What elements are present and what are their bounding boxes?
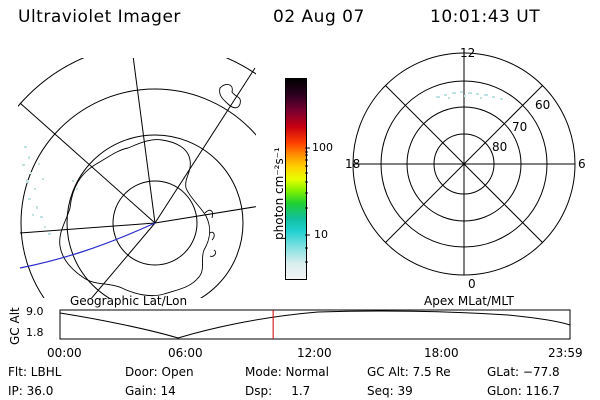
mlt-label-18: 18 <box>345 157 361 171</box>
status-mode: Mode: Normal <box>245 365 329 379</box>
mlt-label-6: 6 <box>578 157 586 171</box>
colorbar <box>285 78 307 280</box>
coastline <box>59 139 211 297</box>
timeline-ytick-high: 9.0 <box>26 305 44 318</box>
mlt-diagonal <box>385 85 543 243</box>
colorbar-tick-10: 10 <box>314 228 328 241</box>
status-filter: Flt: LBHL <box>8 365 62 379</box>
meridian <box>154 206 256 224</box>
timeline-xtick-1200: 12:00 <box>297 346 332 360</box>
geographic-map <box>18 58 256 298</box>
timeline-ytick-low: 1.8 <box>26 326 44 339</box>
status-door: Door: Open <box>125 365 194 379</box>
altitude-timeline[interactable] <box>58 309 572 343</box>
aurora-emission <box>436 91 503 100</box>
time-label: 10:01:43 UT <box>430 7 541 27</box>
date-label: 02 Aug 07 <box>273 7 365 27</box>
meridian <box>91 222 156 298</box>
lat-circle <box>66 134 244 298</box>
meridian <box>19 222 156 234</box>
status-glat: GLat: −77.8 <box>487 365 560 379</box>
mlat-label-60: 60 <box>535 98 551 112</box>
status-ip: IP: 36.0 <box>8 384 54 398</box>
magnetic-polar-plot <box>352 52 576 276</box>
mlat-label-70: 70 <box>512 120 528 134</box>
coastline <box>204 209 217 257</box>
mlat-label-80: 80 <box>492 140 508 154</box>
meridian <box>19 102 156 224</box>
mlt-label-0: 0 <box>468 277 476 291</box>
colorbar-tick-100: 100 <box>312 141 333 154</box>
meridian <box>132 58 156 224</box>
status-glon: GLon: 116.7 <box>487 384 560 398</box>
altitude-curve <box>59 310 571 339</box>
lat-circle <box>112 180 198 266</box>
meridian <box>154 67 256 224</box>
status-gc-alt: GC Alt: 7.5 Re <box>367 365 451 379</box>
timeline-left-title: Geographic Lat/Lon <box>70 294 188 308</box>
coastline <box>219 84 241 109</box>
timeline-xtick-0600: 06:00 <box>168 346 203 360</box>
timeline-xtick-1800: 18:00 <box>424 346 459 360</box>
colorbar-unit-label: photon cm⁻²s⁻¹ <box>272 147 286 240</box>
status-dsp: Dsp: 1.7 <box>245 384 311 398</box>
lat-circle <box>20 88 256 298</box>
orbit-track <box>19 222 156 269</box>
timeline-right-title: Apex MLat/MLT <box>424 294 514 308</box>
instrument-title: Ultraviolet Imager <box>18 7 181 27</box>
mlt-label-12: 12 <box>460 46 476 60</box>
status-seq: Seq: 39 <box>367 384 413 398</box>
lat-circle <box>18 58 256 108</box>
aurora-emission <box>22 146 78 235</box>
timeline-xtick-2359: 23:59 <box>548 346 583 360</box>
timeline-axis-label: GC Alt <box>8 307 22 345</box>
colorbar-ticks <box>305 147 310 263</box>
timeline-xtick-0000: 00:00 <box>47 346 82 360</box>
status-gain: Gain: 14 <box>125 384 176 398</box>
